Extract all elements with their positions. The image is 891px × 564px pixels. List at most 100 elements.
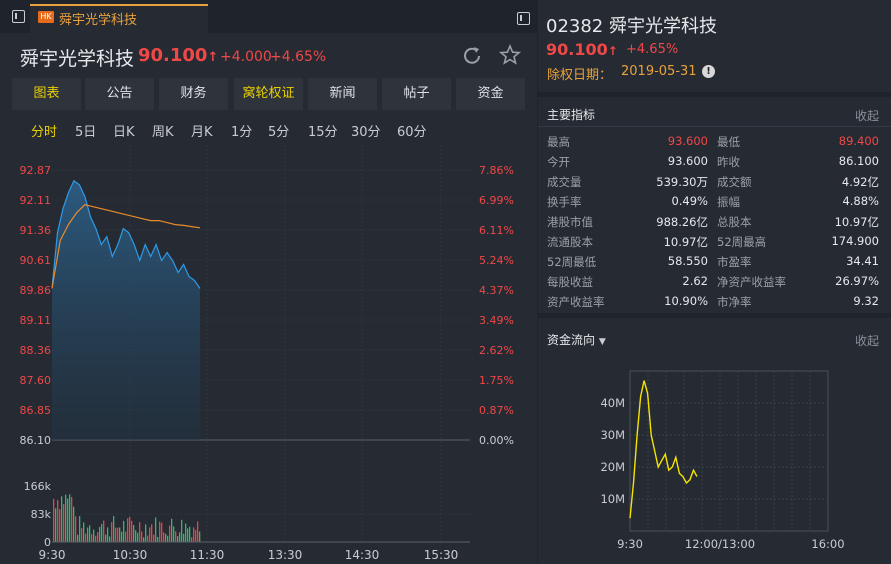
volume-bar — [175, 531, 177, 542]
volume-bar — [165, 533, 167, 542]
nav-tab[interactable]: 公告 — [85, 78, 154, 110]
period-tab[interactable]: 5日 — [75, 125, 97, 140]
nav-tab[interactable]: 窝轮权证 — [234, 78, 303, 110]
volume-bar — [171, 518, 173, 542]
period-tab[interactable]: 15分 — [308, 125, 338, 140]
metric-label: 振幅 — [717, 195, 740, 209]
volume-bar — [187, 528, 189, 542]
y-right-tick-label: 0.00% — [479, 434, 514, 447]
period-tab[interactable]: 周K — [152, 125, 174, 140]
nav-tab[interactable]: 新闻 — [308, 78, 377, 110]
volume-bar — [129, 516, 131, 542]
volume-bar — [97, 532, 99, 542]
price-change-pct: +4.65% — [270, 49, 327, 65]
metric-value: 4.92亿 — [841, 175, 879, 189]
y-left-tick-label: 89.11 — [20, 314, 52, 327]
volume-bar — [141, 531, 143, 542]
x-tick-label: 9:30 — [39, 548, 66, 562]
intraday-chart[interactable]: 92.87 92.11 91.36 90.61 89.86 89.11 88.36 87.60… — [0, 145, 537, 564]
volume-bar — [185, 523, 187, 542]
period-tab[interactable]: 1分 — [231, 125, 253, 140]
metric-label: 52周最高 — [717, 235, 767, 249]
period-tab[interactable]: 5分 — [268, 125, 290, 140]
nav-tab[interactable]: 资金 — [456, 78, 525, 110]
volume-bar — [121, 531, 123, 542]
flow-y-tick-label: 20M — [600, 460, 625, 474]
metric-value: 10.90% — [664, 294, 708, 308]
period-tab[interactable]: 60分 — [397, 125, 427, 140]
nav-tab[interactable]: 财务 — [159, 78, 228, 110]
toggle-left-panel-icon[interactable] — [12, 10, 25, 23]
y-left-tick-label: 86.10 — [20, 434, 52, 447]
flow-x-tick-label: 16:00 — [811, 537, 844, 551]
fund-flow-chart[interactable]: 40M 30M 20M 10M 9:30 12:00/13:00 16:00 — [538, 355, 891, 564]
volume-bar — [117, 527, 119, 542]
volume-bar — [105, 534, 107, 542]
volume-bar — [151, 524, 153, 542]
volume-bar — [159, 521, 161, 542]
volume-bar — [81, 528, 83, 542]
volume-bar — [85, 533, 87, 542]
quote-price: 90.100↑ — [546, 40, 618, 59]
stock-tab[interactable] — [30, 4, 208, 33]
volume-bar — [67, 498, 69, 542]
x-tick-label: 11:30 — [190, 548, 225, 562]
metric-label: 成交量 — [547, 175, 582, 189]
nav-tab[interactable]: 帖子 — [382, 78, 451, 110]
volume-bar — [195, 529, 197, 542]
volume-bar — [199, 531, 201, 542]
y-right-tick-label: 3.49% — [479, 314, 514, 327]
period-tab[interactable]: 分时 — [31, 125, 58, 140]
metric-label: 昨收 — [717, 155, 740, 169]
metric-value: 26.97% — [835, 274, 879, 288]
volume-bar — [123, 520, 125, 542]
average-price-line — [51, 204, 201, 289]
volume-bar — [69, 494, 71, 542]
fund-flow-collapse-button[interactable]: 收起 — [855, 334, 880, 348]
metric-value: 34.41 — [846, 254, 879, 268]
volume-bar — [135, 530, 137, 542]
y-left-tick-label: 92.87 — [20, 164, 52, 177]
metric-value: 9.32 — [853, 294, 879, 308]
toggle-right-panel-icon[interactable] — [517, 12, 530, 25]
ex-dividend-date: 2019-05-31 — [621, 64, 697, 79]
metric-label: 最低 — [717, 135, 740, 149]
period-tab[interactable]: 月K — [191, 125, 213, 140]
volume-bar — [77, 534, 79, 542]
y-left-tick-label: 91.36 — [20, 224, 52, 237]
y-left-tick-label: 89.86 — [20, 284, 52, 297]
metrics-title: 主要指标 — [547, 108, 596, 122]
y-right-tick-label: 2.62% — [479, 344, 514, 357]
y-right-tick-label: 6.11% — [479, 224, 514, 237]
metrics-collapse-button[interactable]: 收起 — [855, 109, 880, 123]
flow-y-tick-label: 30M — [600, 428, 625, 442]
favorite-star-icon[interactable] — [499, 44, 521, 66]
price-line — [51, 179, 201, 289]
y-right-tick-label: 1.75% — [479, 374, 514, 387]
quote-change-pct: +4.65% — [626, 42, 679, 57]
volume-bar — [73, 506, 75, 542]
volume-tick-label: 0 — [44, 536, 51, 549]
quote-header — [538, 0, 891, 92]
x-tick-label: 10:30 — [113, 548, 148, 562]
volume-bar — [83, 522, 85, 542]
volume-bar — [95, 535, 97, 542]
volume-bar — [145, 524, 147, 542]
metric-value: 93.600 — [667, 134, 708, 148]
metric-label: 每股收益 — [547, 275, 593, 289]
volume-bar — [133, 525, 135, 542]
nav-tab[interactable]: 图表 — [12, 78, 81, 110]
period-tab[interactable]: 日K — [113, 125, 135, 140]
metric-value: 4.88% — [842, 194, 879, 208]
metric-value: 58.550 — [667, 254, 708, 268]
refresh-icon[interactable] — [461, 45, 483, 67]
y-left-tick-label: 86.85 — [20, 404, 52, 417]
volume-bar — [181, 519, 183, 542]
stock-name: 舜宇光学科技 — [20, 48, 135, 70]
info-icon[interactable]: ! — [702, 65, 715, 78]
period-tab[interactable]: 30分 — [351, 125, 381, 140]
volume-bar — [119, 527, 121, 542]
volume-bar — [169, 525, 171, 542]
divider — [538, 126, 891, 127]
fund-flow-title[interactable]: 资金流向 ▼ — [547, 333, 606, 347]
